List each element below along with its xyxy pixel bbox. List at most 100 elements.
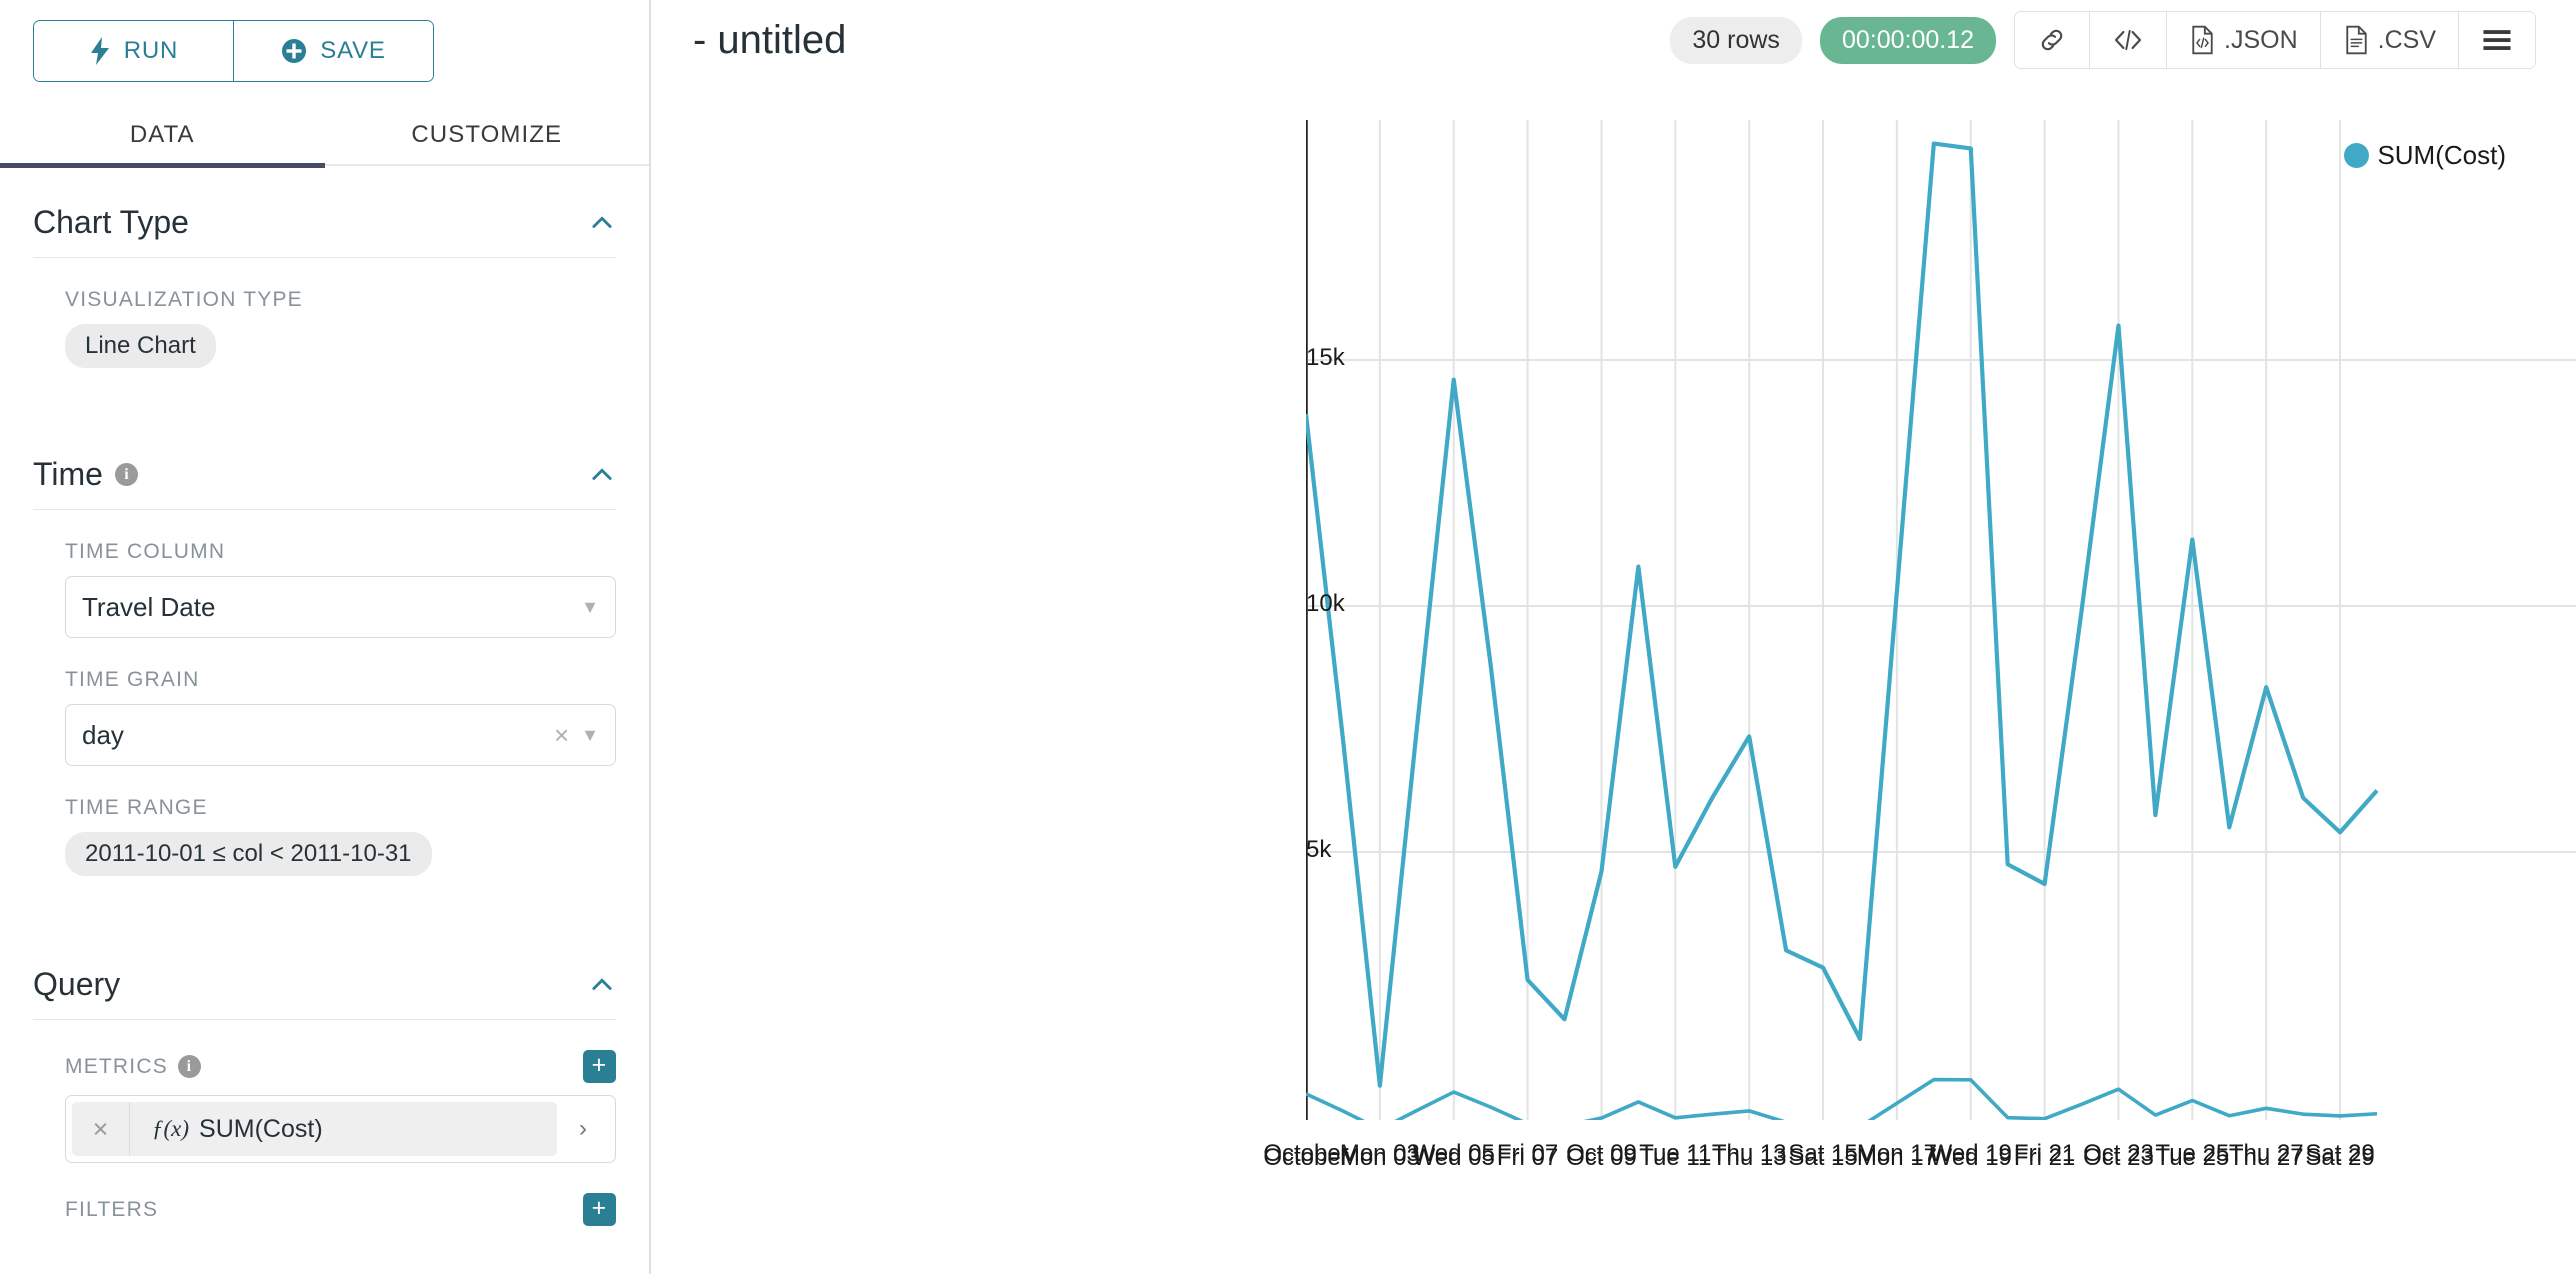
save-button[interactable]: SAVE bbox=[233, 21, 433, 81]
line-chart-svg[interactable] bbox=[1306, 120, 2576, 1120]
brush-x-tick-label: Mon 17 bbox=[1856, 1144, 1937, 1171]
page-title[interactable]: - untitled bbox=[693, 17, 847, 62]
section-title-time-text: Time bbox=[33, 456, 103, 492]
chart-action-buttons: .JSON .CSV bbox=[2014, 11, 2536, 69]
add-metric-button[interactable]: + bbox=[583, 1050, 616, 1083]
remove-metric-icon[interactable]: × bbox=[72, 1102, 130, 1156]
hamburger-menu-icon bbox=[2483, 30, 2511, 50]
brush-x-tick-label: Tue 25 bbox=[2155, 1144, 2230, 1171]
view-query-button[interactable] bbox=[2089, 12, 2167, 68]
label-row-filters: FILTERS + bbox=[65, 1193, 616, 1226]
label-metrics: METRICS bbox=[65, 1054, 168, 1078]
brush-x-tick-label: Wed 05 bbox=[1412, 1144, 1495, 1171]
time-column-select[interactable]: Travel Date ▼ bbox=[65, 576, 616, 638]
x-tick-label: Tue 25 bbox=[2155, 1140, 2230, 1167]
x-tick-label: Tue 11 bbox=[1639, 1140, 1712, 1167]
tab-data[interactable]: DATA bbox=[0, 104, 325, 168]
export-json-button[interactable]: .JSON bbox=[2166, 12, 2320, 68]
rows-badge: 30 rows bbox=[1670, 16, 1802, 64]
brush-x-tick-label: Fri 21 bbox=[2013, 1144, 2076, 1171]
metrics-list: × ƒ(x) SUM(Cost) › bbox=[65, 1095, 616, 1163]
section-title-chart-type: Chart Type bbox=[33, 204, 189, 240]
x-tick-label: Mon 03 bbox=[1339, 1140, 1420, 1167]
field-time-range: TIME RANGE 2011-10-01 ≤ col < 2011-10-31 bbox=[33, 796, 616, 876]
code-icon bbox=[2114, 29, 2142, 51]
x-tick-label: Fri 21 bbox=[2013, 1140, 2076, 1167]
share-link-button[interactable] bbox=[2015, 12, 2090, 68]
run-button-label: RUN bbox=[123, 37, 179, 64]
chart-legend: SUM(Cost) bbox=[2344, 140, 2506, 171]
field-time-grain: TIME GRAIN day × ▼ bbox=[33, 668, 616, 766]
add-filter-button[interactable]: + bbox=[583, 1193, 616, 1226]
legend-label[interactable]: SUM(Cost) bbox=[2377, 140, 2506, 170]
label-row-metrics: METRICS i + bbox=[65, 1050, 616, 1083]
field-time-column: TIME COLUMN Travel Date ▼ bbox=[33, 540, 616, 638]
field-metrics: METRICS i + × ƒ(x) SUM(Cost) › bbox=[33, 1050, 616, 1163]
control-panel-sidebar: RUN SAVE DATA CUSTOMIZE Chart T bbox=[0, 0, 651, 1274]
brush-x-tick-label: Mon 03 bbox=[1339, 1144, 1420, 1171]
plus-circle-icon bbox=[282, 39, 307, 63]
lightning-icon bbox=[90, 37, 109, 65]
y-tick-label: 10k bbox=[1306, 590, 1345, 617]
run-button[interactable]: RUN bbox=[34, 21, 233, 81]
x-tick-label: Sat 29 bbox=[2305, 1140, 2375, 1167]
save-button-label: SAVE bbox=[320, 37, 386, 64]
function-icon: ƒ(x) bbox=[152, 1116, 190, 1141]
link-icon bbox=[2041, 29, 2063, 51]
brush-x-tick-label: Thu 27 bbox=[2228, 1144, 2304, 1171]
csv-file-icon bbox=[2345, 25, 2367, 55]
x-tick-label: Oct 23 bbox=[2083, 1140, 2154, 1167]
x-tick-label: October bbox=[1263, 1140, 1349, 1167]
tab-customize[interactable]: CUSTOMIZE bbox=[325, 104, 650, 166]
brush-x-tick-label: Oct 23 bbox=[2083, 1144, 2154, 1171]
field-filters: FILTERS + bbox=[33, 1193, 616, 1226]
chevron-up-icon[interactable] bbox=[588, 461, 616, 489]
label-time-column: TIME COLUMN bbox=[65, 540, 226, 563]
tab-data-label: DATA bbox=[129, 121, 195, 148]
label-visualization-type: VISUALIZATION TYPE bbox=[65, 288, 303, 311]
chart-panel: - untitled 30 rows 00:00:00.12 bbox=[651, 0, 2576, 1274]
json-file-icon bbox=[2192, 25, 2213, 55]
chevron-up-icon[interactable] bbox=[588, 971, 616, 999]
brush-x-tick-label: Oct 09 bbox=[1566, 1144, 1637, 1171]
chevron-up-icon[interactable] bbox=[588, 209, 616, 237]
chart-header: - untitled 30 rows 00:00:00.12 bbox=[651, 0, 2576, 80]
brush-x-tick-label: Tue 11 bbox=[1639, 1144, 1712, 1171]
action-button-group: RUN SAVE bbox=[33, 20, 434, 82]
info-icon-time[interactable]: i bbox=[114, 463, 138, 486]
clear-time-grain-icon[interactable]: × bbox=[553, 719, 570, 750]
export-json-label: .JSON bbox=[2224, 25, 2298, 54]
section-header-time[interactable]: Time i bbox=[33, 418, 616, 510]
more-menu-button[interactable] bbox=[2458, 12, 2535, 68]
x-tick-label: Wed 05 bbox=[1412, 1140, 1495, 1167]
section-header-query[interactable]: Query bbox=[33, 928, 616, 1020]
expand-metric-icon[interactable]: › bbox=[579, 1115, 587, 1142]
brush-x-tick-label: Wed 19 bbox=[1929, 1144, 2012, 1171]
y-tick-label: 5k bbox=[1306, 836, 1332, 863]
metric-label-wrap: ƒ(x) SUM(Cost) bbox=[130, 1115, 323, 1144]
y-tick-label: 15k bbox=[1306, 344, 1345, 371]
time-grain-select[interactable]: day × ▼ bbox=[65, 704, 616, 766]
info-icon-metrics[interactable]: i bbox=[177, 1055, 201, 1078]
x-tick-label: Mon 17 bbox=[1856, 1140, 1937, 1167]
label-metrics-left: METRICS i bbox=[65, 1055, 201, 1079]
chevron-down-icon: ▼ bbox=[581, 596, 599, 617]
metric-chip-sum-cost[interactable]: × ƒ(x) SUM(Cost) bbox=[72, 1102, 557, 1156]
x-tick-label: Fri 07 bbox=[1496, 1140, 1559, 1167]
export-csv-button[interactable]: .CSV bbox=[2319, 12, 2458, 68]
legend-color-swatch bbox=[2344, 143, 2370, 168]
section-header-chart-type[interactable]: Chart Type bbox=[33, 166, 616, 258]
tab-customize-label: CUSTOMIZE bbox=[411, 121, 563, 148]
label-time-grain: TIME GRAIN bbox=[65, 668, 200, 691]
section-title-time: Time i bbox=[33, 456, 138, 493]
brush-x-tick-label: October bbox=[1263, 1144, 1349, 1171]
line-chart[interactable]: 5k 10k 15k October Mon 03 Wed 05 Fri 07 Oct 09… bbox=[1263, 120, 2576, 1171]
export-csv-label: .CSV bbox=[2377, 25, 2436, 54]
brush-x-tick-label: Sat 15 bbox=[1788, 1144, 1858, 1171]
label-filters: FILTERS bbox=[65, 1197, 159, 1221]
time-range-value[interactable]: 2011-10-01 ≤ col < 2011-10-31 bbox=[65, 832, 432, 876]
visualization-type-value[interactable]: Line Chart bbox=[65, 324, 216, 368]
x-tick-label: Wed 19 bbox=[1929, 1140, 2012, 1167]
query-time-badge: 00:00:00.12 bbox=[1819, 16, 1997, 64]
